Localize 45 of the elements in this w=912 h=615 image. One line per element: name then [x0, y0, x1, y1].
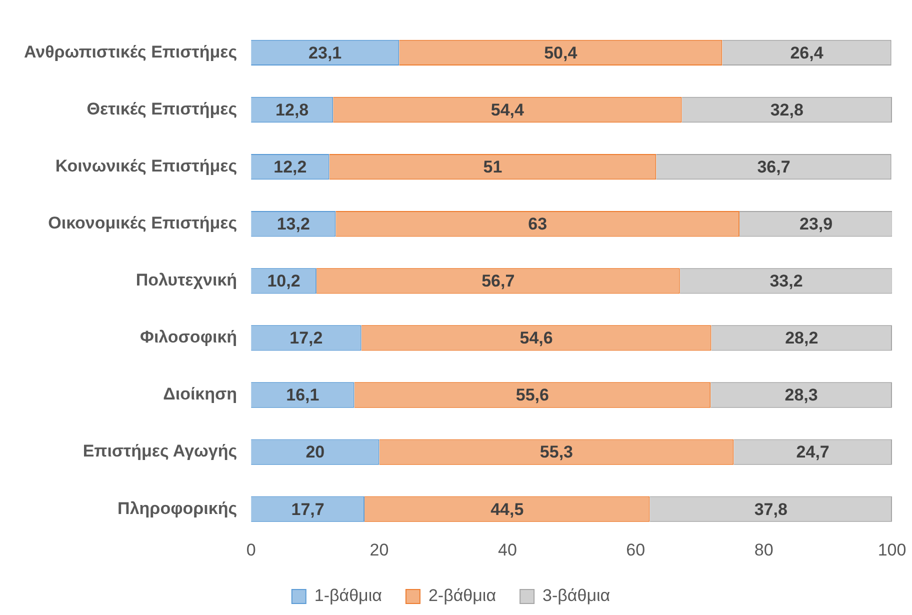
y-tick-label: Πολυτεχνική — [136, 270, 238, 290]
data-label: 17,2 — [290, 328, 323, 348]
data-label: 28,2 — [785, 328, 818, 348]
data-label: 17,7 — [291, 500, 324, 519]
data-label: 56,7 — [482, 272, 515, 291]
data-label: 10,2 — [267, 272, 300, 291]
data-label: 20 — [306, 442, 325, 462]
y-tick-label: Φιλοσοφική — [140, 328, 238, 347]
data-label: 16,1 — [286, 386, 320, 405]
data-label: 37,8 — [754, 500, 788, 519]
data-label: 55,3 — [540, 442, 574, 462]
data-label: 12,2 — [274, 158, 307, 176]
y-tick-label: Επιστήμες Αγωγής — [82, 442, 238, 461]
data-label: 51 — [483, 158, 502, 176]
data-label: 28,3 — [784, 386, 818, 405]
y-tick-label: Θετικές Επιστήμες — [86, 99, 238, 118]
data-label: 24,7 — [796, 442, 830, 462]
x-tick-label: 40 — [498, 540, 517, 560]
legend-label: 3-βάθμια — [542, 586, 610, 606]
x-tick-label: 20 — [370, 540, 389, 560]
data-label: 12,8 — [276, 100, 309, 120]
data-label: 32,8 — [770, 100, 804, 120]
y-tick-label: Κοινωνικές Επιστήμες — [55, 156, 238, 176]
y-tick-label: Διοίκηση — [163, 384, 238, 404]
legend-label: 2-βάθμια — [428, 586, 496, 606]
y-tick-label: Πληροφορικής — [118, 498, 238, 518]
data-label: 55,6 — [516, 386, 549, 405]
x-tick-label: 100 — [878, 540, 906, 560]
y-tick-label: Ανθρωπιστικές Επιστήμες — [24, 42, 238, 62]
x-tick-label: 80 — [754, 540, 774, 560]
data-label: 44,5 — [490, 500, 524, 519]
data-label: 50,4 — [544, 43, 578, 62]
data-label: 23,1 — [308, 43, 342, 62]
data-label: 33,2 — [770, 272, 803, 291]
x-tick-label: 60 — [626, 540, 646, 560]
data-label: 36,7 — [757, 158, 790, 176]
data-label: 63 — [528, 214, 548, 234]
data-label: 26,4 — [790, 43, 824, 62]
legend-label: 1-βάθμια — [314, 586, 382, 606]
data-label: 23,9 — [800, 214, 833, 234]
data-label: 54,6 — [520, 328, 553, 348]
data-label: 54,4 — [490, 100, 525, 120]
y-tick-label: Οικονομικές Επιστήμες — [48, 214, 238, 233]
x-tick-label: 0 — [246, 540, 256, 560]
data-label: 13,2 — [276, 214, 310, 234]
